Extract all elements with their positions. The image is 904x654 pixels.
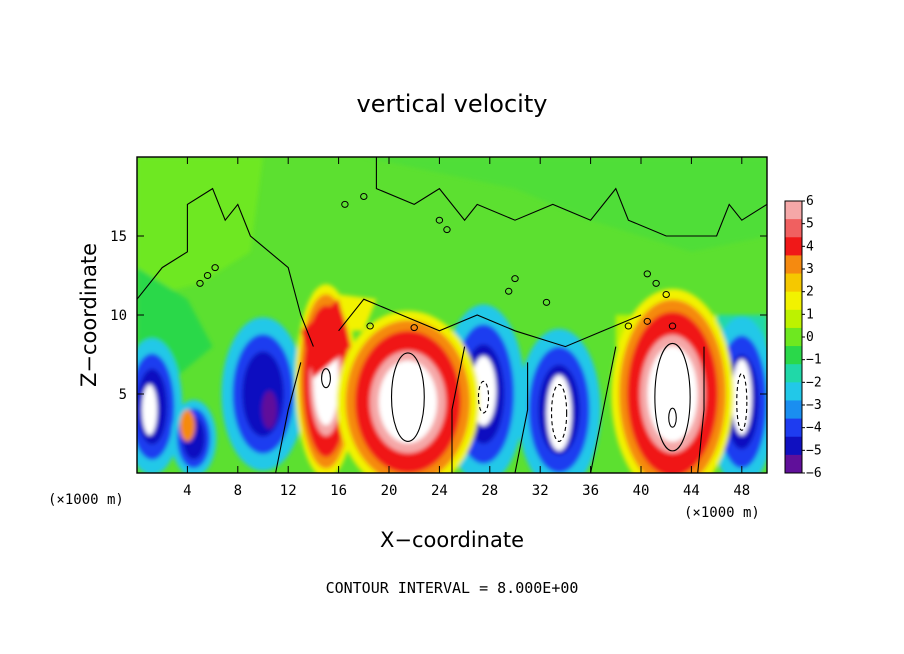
contour-small-ring (410, 324, 418, 332)
contour-zero (514, 362, 529, 473)
x-tick-label: 16 (330, 483, 347, 499)
x-tick-label: 28 (481, 483, 498, 499)
x-tick-label: 4 (183, 483, 191, 499)
colorbar-swatch (785, 436, 802, 456)
contour-positive (654, 342, 691, 452)
x-tick-label: 48 (733, 483, 750, 499)
x-unit-left: (×1000 m) (48, 492, 124, 508)
colorbar-swatch (785, 309, 802, 329)
colorbar-label: −6 (806, 466, 822, 481)
colorbar-label: −3 (806, 398, 822, 413)
contour-small-ring (211, 264, 219, 272)
colorbar-label: −5 (806, 443, 822, 458)
y-tick-label: 15 (110, 229, 127, 245)
contour-zero (338, 298, 642, 348)
x-tick-label: 44 (683, 483, 700, 499)
contour-zero (697, 346, 705, 473)
colorbar-label: 2 (806, 285, 814, 300)
contour-small-ring (435, 216, 444, 224)
contour-negative (477, 380, 490, 414)
contour-small-ring (643, 270, 651, 278)
x-tick-label: 8 (234, 483, 242, 499)
contour-positive (390, 352, 425, 442)
contour-small-ring (443, 226, 451, 234)
contour-negative (736, 372, 748, 431)
updraft-core (378, 360, 438, 444)
colorbar-swatch (785, 364, 802, 383)
colorbar-swatch (785, 219, 802, 238)
contour-small-ring (662, 290, 670, 298)
colorbar-swatch (785, 346, 802, 365)
contour-positive (668, 407, 677, 428)
y-axis-label: Z−coordinate (77, 243, 101, 387)
downdraft-purple (261, 390, 277, 429)
contour-small-ring (341, 200, 349, 208)
y-axis: 5 10 15 (110, 229, 767, 403)
updraft-tilt (300, 299, 352, 379)
y-tick-label: 5 (119, 387, 127, 403)
contour-small-ring (542, 298, 551, 306)
colorbar-swatch (785, 400, 802, 420)
contour-small-ring (366, 322, 374, 330)
colorbar-label: −2 (806, 375, 822, 390)
contour-small-ring (668, 322, 677, 330)
plot-field (137, 157, 767, 473)
contour-positive (321, 368, 331, 389)
x-axis-label: X−coordinate (380, 528, 524, 552)
colorbar: 6 5 4 3 2 1 0 −1 −2 −3 −4 −5 −6 (784, 194, 822, 481)
downdraft-white (546, 375, 572, 451)
colorbar-label: 1 (806, 307, 814, 322)
contour-interval-note: CONTOUR INTERVAL = 8.000E+00 (326, 579, 579, 597)
contour-small-ring (652, 279, 660, 287)
contour-small-ring (360, 193, 368, 200)
contour-small-ring (196, 279, 204, 287)
x-tick-label: 12 (280, 483, 297, 499)
contour-zero (275, 362, 302, 473)
small-updraft (179, 409, 195, 442)
x-tick-label: 24 (431, 483, 448, 499)
colorbar-swatch (785, 237, 802, 256)
colorbar-swatch (785, 327, 802, 347)
contour-small-ring (643, 317, 651, 325)
upper-patch (363, 157, 767, 252)
contour-small-ring (203, 272, 212, 279)
downdraft-white (731, 359, 752, 436)
y-tick-label: 10 (110, 308, 127, 324)
colorbar-label: 0 (806, 330, 814, 345)
colorbar-swatch (785, 201, 802, 220)
colorbar-label: −1 (806, 353, 822, 368)
colorbar-label: 6 (806, 194, 814, 209)
colorbar-swatch (785, 454, 802, 474)
colorbar-swatch (785, 255, 802, 275)
contour-zero (375, 157, 767, 237)
x-tick-label: 36 (582, 483, 599, 499)
x-tick-label: 20 (381, 483, 398, 499)
colorbar-swatch (785, 418, 802, 438)
contour-small-ring (511, 275, 519, 283)
chart-title: vertical velocity (357, 90, 548, 118)
contour-negative (550, 383, 568, 442)
contour-small-ring (505, 287, 513, 295)
colorbar-label: 4 (806, 239, 814, 254)
colorbar-label: 3 (806, 262, 814, 277)
contour-zero (590, 346, 617, 473)
downdraft-white (142, 384, 158, 436)
downdraft-core (242, 351, 284, 437)
colorbar-label: −4 (806, 421, 822, 436)
x-tick-label: 32 (532, 483, 549, 499)
contour-zero (137, 187, 314, 347)
colorbar-swatch (785, 273, 802, 293)
x-tick-label: 40 (633, 483, 650, 499)
colorbar-swatch (785, 291, 802, 311)
colorbar-swatch (785, 382, 802, 401)
x-axis: 4 8 12 16 20 24 28 32 36 40 44 48 (183, 157, 750, 499)
contour-small-ring (624, 322, 633, 330)
contour-zero (451, 346, 466, 473)
updraft-core (647, 346, 698, 442)
colorbar-label: 5 (806, 217, 814, 232)
x-unit-right: (×1000 m) (684, 505, 760, 521)
